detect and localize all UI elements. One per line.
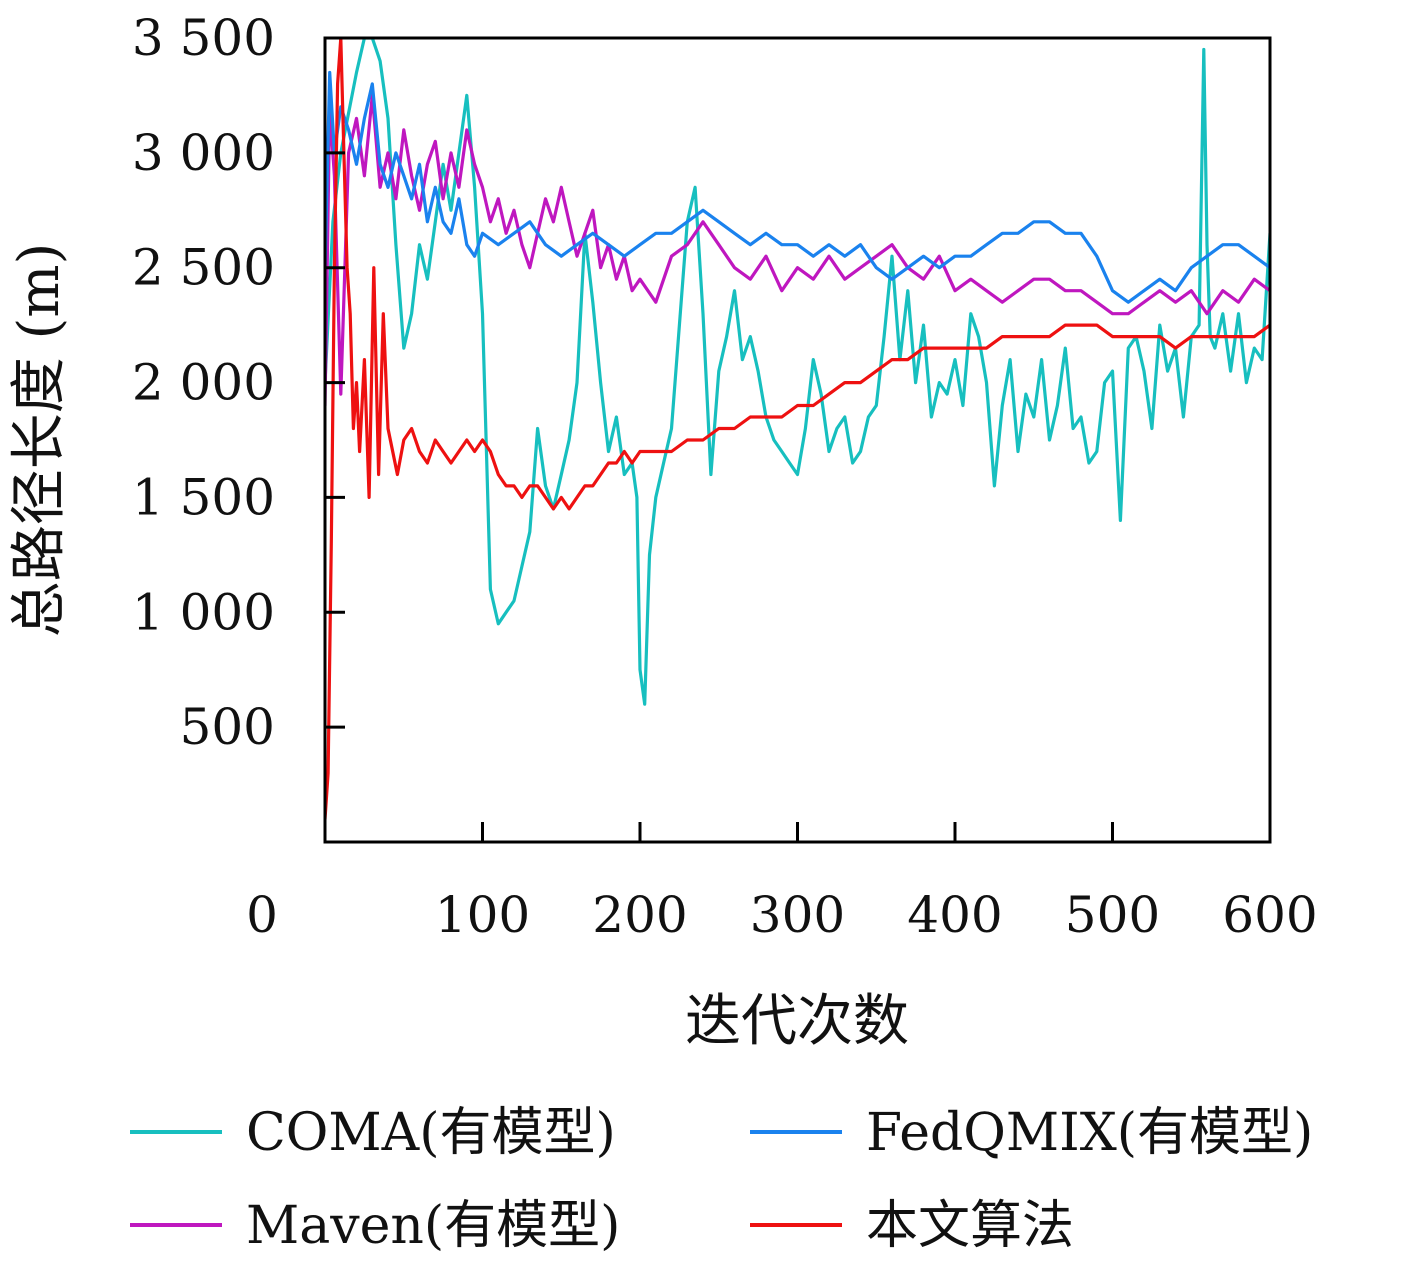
y-tick-label: 2 000 (132, 354, 275, 412)
series-line-1 (325, 38, 1270, 706)
series-layer (325, 38, 1270, 821)
legend-label: FedQMIX(有模型) (866, 1103, 1313, 1163)
legend: COMA(有模型) FedQMIX(有模型) Maven(有模型) 本文算法 (130, 1103, 1313, 1256)
x-axis-label: 迭代次数 (685, 989, 909, 1054)
series-line-4 (325, 38, 1270, 821)
x-tick-label: 500 (1065, 886, 1160, 944)
y-tick-label: 3 500 (132, 9, 275, 67)
series-line-2 (325, 70, 1270, 304)
x-tick-label: 200 (592, 886, 687, 944)
y-tick-label: 1 000 (132, 583, 275, 641)
y-tick-label: 2 500 (132, 239, 275, 297)
y-tick-label: 1 500 (132, 468, 275, 526)
x-tick-label: 100 (435, 886, 530, 944)
legend-label: 本文算法 (866, 1196, 1074, 1256)
x-tick-label: 300 (750, 886, 845, 944)
legend-label: Maven(有模型) (246, 1196, 620, 1256)
y-tick-label: 3 000 (132, 124, 275, 182)
y-axis-label: 总路径长度 (m) (7, 243, 72, 638)
y-tick-label: 500 (180, 698, 275, 756)
x-tick-label: 600 (1222, 886, 1317, 944)
x-tick-label: 0 (246, 886, 278, 944)
x-tick-label: 400 (907, 886, 1002, 944)
legend-label: COMA(有模型) (246, 1103, 616, 1163)
ticks-layer: 0 100 200 300 400 500 600 500 1 000 1 500 2 000 2 5… (132, 9, 1318, 944)
